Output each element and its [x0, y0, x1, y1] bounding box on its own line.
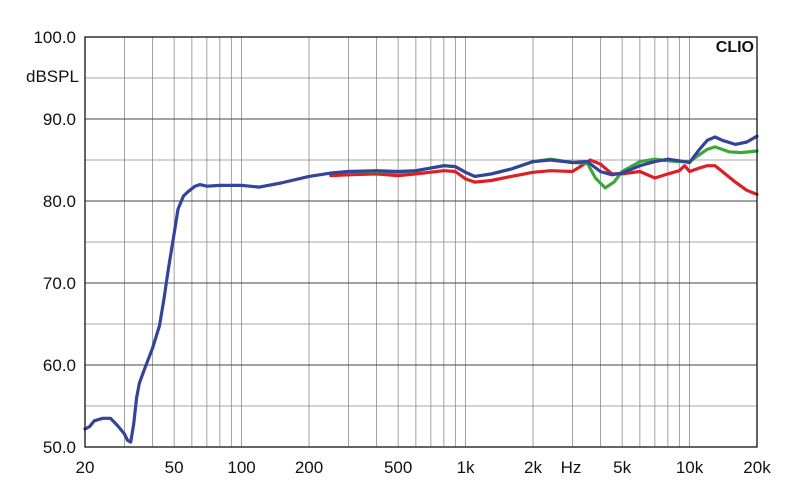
x-unit-label: Hz — [561, 458, 582, 477]
y-tick-label: 100.0 — [33, 28, 76, 47]
x-tick-label: 100 — [227, 458, 255, 477]
y-tick-label: 50.0 — [43, 438, 76, 457]
x-tick-label: 1k — [457, 458, 475, 477]
x-tick-label: 20k — [743, 458, 771, 477]
y-axis-label: dBSPL — [26, 67, 79, 86]
x-tick-label: 20 — [76, 458, 95, 477]
y-tick-labels: 50.0 60.0 70.0 80.0 90.0 100.0 — [33, 28, 76, 457]
y-tick-label: 60.0 — [43, 356, 76, 375]
clio-brand-logo: CLIO — [716, 39, 754, 56]
minor-gridlines — [85, 37, 757, 447]
x-tick-label: 10k — [676, 458, 704, 477]
series-line-1 — [329, 158, 759, 196]
x-tick-label: 2k — [524, 458, 542, 477]
x-tick-label: 200 — [295, 458, 323, 477]
plot-frame — [84, 36, 758, 448]
major-gridlines — [85, 118, 757, 366]
y-tick-label: 70.0 — [43, 274, 76, 293]
x-tick-label: 5k — [613, 458, 631, 477]
x-tick-label: 500 — [384, 458, 412, 477]
series-line-3 — [83, 134, 759, 444]
x-tick-labels: 20 50 100 200 500 1k 2k 5k 10k 20k — [76, 458, 772, 477]
x-tick-label: 50 — [165, 458, 184, 477]
y-tick-label: 90.0 — [43, 110, 76, 129]
series-lines — [83, 134, 759, 444]
y-tick-label: 80.0 — [43, 192, 76, 211]
